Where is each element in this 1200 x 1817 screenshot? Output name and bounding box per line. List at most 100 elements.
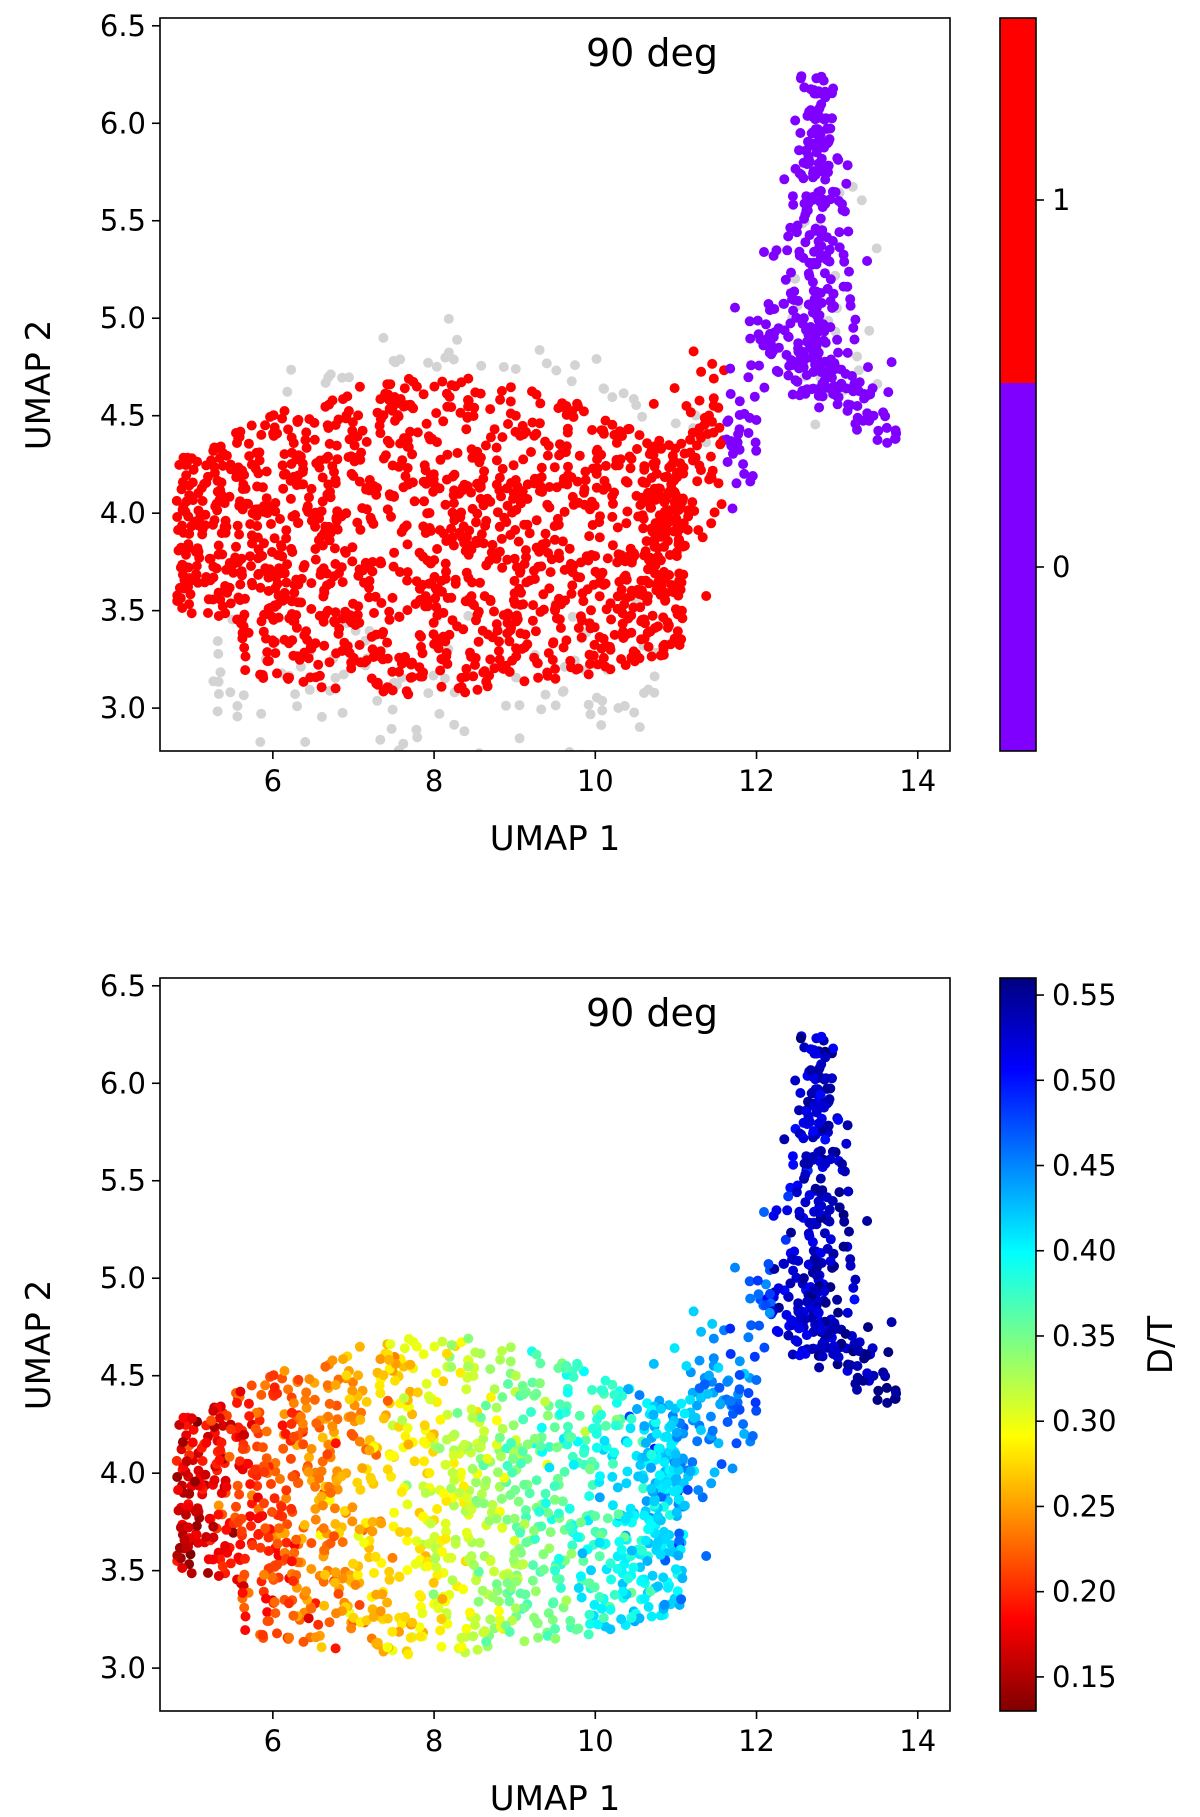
- dt-colored-point: [852, 1384, 862, 1395]
- cluster-point: [284, 638, 294, 649]
- unassigned-point: [330, 672, 341, 683]
- unassigned-point: [613, 703, 624, 713]
- unassigned-point: [256, 708, 267, 719]
- dt-colored-point: [450, 1538, 461, 1549]
- dt-colored-point: [270, 1608, 281, 1619]
- unassigned-point: [387, 704, 398, 715]
- dt-colored-point: [751, 1405, 762, 1416]
- cluster-point: [612, 522, 623, 533]
- dt-colored-point: [674, 1535, 685, 1546]
- dt-colored-point: [709, 1467, 720, 1478]
- dt-colored-point: [562, 1387, 573, 1398]
- cluster-point: [214, 453, 225, 464]
- dt-colored-point: [613, 1509, 624, 1520]
- colorbar-ticks: 0.150.200.250.300.350.400.450.500.55: [1036, 978, 1117, 1694]
- unassigned-point: [618, 388, 629, 399]
- cluster-point: [354, 640, 365, 650]
- cluster-point: [259, 538, 269, 549]
- cluster-point: [301, 626, 312, 637]
- cluster-point: [881, 422, 892, 433]
- cluster-point: [807, 192, 818, 202]
- cluster-point: [224, 491, 235, 502]
- dt-colored-point: [272, 1538, 283, 1549]
- cluster-point: [677, 613, 688, 624]
- dt-colored-point: [837, 1159, 847, 1169]
- cluster-point: [323, 479, 334, 490]
- cluster-point: [524, 528, 535, 539]
- dt-colored-point: [605, 1558, 616, 1569]
- dt-colored-point: [529, 1433, 540, 1444]
- cluster-point: [621, 518, 632, 529]
- dt-colored-point: [779, 1134, 790, 1145]
- cluster-point: [389, 547, 400, 558]
- dt-colored-point: [214, 1455, 225, 1465]
- cluster-point: [853, 386, 864, 396]
- cluster-point: [654, 510, 665, 521]
- dt-colored-point: [361, 1396, 372, 1407]
- dt-colored-point: [301, 1402, 312, 1413]
- cluster-point: [670, 604, 681, 615]
- cluster-point: [384, 614, 395, 625]
- cluster-point: [267, 547, 277, 557]
- dt-colored-point: [531, 1475, 542, 1486]
- dt-colored-point: [639, 1421, 650, 1432]
- cluster-point: [562, 427, 573, 438]
- dt-colored-point: [609, 1447, 620, 1458]
- dt-colored-point: [618, 1586, 628, 1597]
- dt-colored-point: [670, 1449, 681, 1460]
- dt-colored-point: [181, 1456, 192, 1467]
- unassigned-point: [470, 755, 480, 765]
- cluster-point: [738, 459, 749, 470]
- cluster-point: [319, 585, 330, 596]
- cluster-point: [491, 553, 502, 564]
- cluster-point: [384, 394, 394, 405]
- dt-colored-point: [646, 1483, 657, 1494]
- dt-colored-point: [505, 1489, 516, 1500]
- cluster-point: [473, 636, 484, 647]
- dt-colored-point: [529, 1525, 539, 1536]
- dt-colored-point: [602, 1513, 613, 1524]
- cluster-point: [233, 557, 243, 568]
- cluster-point: [882, 437, 893, 448]
- bottom-y-axis-label: UMAP 2: [19, 1280, 59, 1410]
- dt-colored-point: [531, 1349, 542, 1360]
- dt-colored-point: [359, 1537, 369, 1548]
- dt-colored-point: [333, 1588, 344, 1599]
- cluster-point: [550, 605, 561, 616]
- dt-colored-point: [197, 1456, 208, 1466]
- dt-colored-point: [336, 1471, 347, 1482]
- cluster-point: [489, 424, 500, 435]
- dt-colored-point: [783, 1330, 794, 1341]
- dt-colored-point: [628, 1562, 639, 1573]
- cluster-point: [320, 609, 331, 620]
- dt-colored-point: [639, 1593, 650, 1604]
- cluster-point: [838, 281, 849, 292]
- cluster-point: [435, 665, 446, 676]
- cluster-point: [798, 173, 809, 184]
- unassigned-point: [856, 195, 867, 206]
- cluster-point: [544, 502, 555, 513]
- cluster-point: [485, 432, 496, 443]
- dt-colored-point: [738, 1419, 749, 1430]
- dt-colored-point: [344, 1394, 355, 1405]
- unassigned-point: [443, 313, 454, 324]
- cluster-point: [352, 609, 363, 620]
- dt-colored-point: [590, 1511, 601, 1522]
- dt-colored-point: [364, 1445, 375, 1456]
- cluster-point: [400, 471, 411, 482]
- unassigned-point: [534, 345, 545, 355]
- cluster-point: [482, 493, 493, 504]
- dt-colored-point: [693, 1485, 704, 1496]
- dt-colored-point: [609, 1389, 620, 1400]
- dt-colored-point: [446, 1552, 457, 1563]
- cluster-point: [400, 651, 410, 662]
- dt-colored-point: [662, 1582, 673, 1593]
- dt-colored-point: [208, 1554, 219, 1565]
- cluster-point: [266, 611, 277, 622]
- dt-colored-point: [587, 1423, 598, 1434]
- cluster-point: [702, 429, 713, 439]
- dt-colored-point: [848, 1282, 859, 1293]
- cluster-point: [566, 472, 577, 483]
- cluster-point: [246, 420, 257, 431]
- dt-colored-point: [840, 1328, 851, 1339]
